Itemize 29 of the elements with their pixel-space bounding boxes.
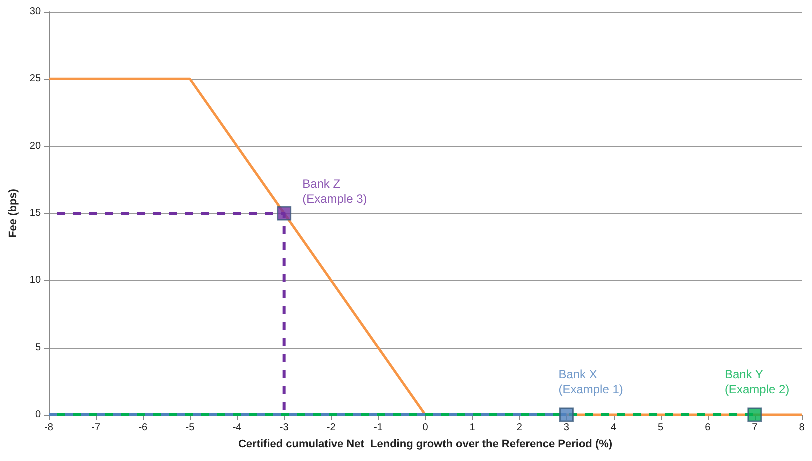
text: Bank Y (Example 2) bbox=[724, 367, 790, 396]
y-tick-label: 20 bbox=[30, 140, 42, 152]
x-tick-label: 8 bbox=[799, 422, 806, 434]
x-tick-label: 4 bbox=[610, 422, 617, 434]
y-tick-label: 25 bbox=[30, 74, 42, 85]
x-tick-label: -3 bbox=[280, 422, 290, 434]
x-tick-label: 7 bbox=[752, 422, 758, 434]
y-tick-label: 30 bbox=[30, 6, 42, 18]
x-tick-label: -8 bbox=[44, 422, 54, 434]
x-tick-label: 1 bbox=[470, 422, 476, 434]
series-label: Bank Z (Example 3) bbox=[302, 177, 368, 206]
x-tick-label: -5 bbox=[186, 422, 196, 434]
x-tick-label: -6 bbox=[138, 422, 148, 434]
x-tick-label: 2 bbox=[516, 422, 523, 434]
x-tick-label: -7 bbox=[92, 422, 101, 434]
x-tick-label: 5 bbox=[658, 422, 664, 434]
y-axis-title: Fee (bps) bbox=[8, 188, 20, 238]
y-tick-label: 5 bbox=[35, 342, 42, 354]
y-tick-label: 0 bbox=[35, 410, 42, 420]
x-tick-label: 3 bbox=[564, 422, 570, 434]
x-tick-label: -2 bbox=[326, 422, 336, 434]
x-tick-label: 6 bbox=[705, 422, 712, 434]
y-tick-label: 10 bbox=[30, 275, 42, 286]
x-tick-label: 0 bbox=[422, 422, 429, 434]
x-tick-label: -1 bbox=[374, 422, 384, 434]
y-tick-label: 15 bbox=[30, 208, 42, 219]
x-tick-label: -4 bbox=[232, 422, 242, 434]
series-label: Bank X (Example 1) bbox=[558, 367, 624, 396]
x-axis-title: Certified cumulative Net Lending growth over the Reference Period (%) bbox=[238, 438, 613, 450]
